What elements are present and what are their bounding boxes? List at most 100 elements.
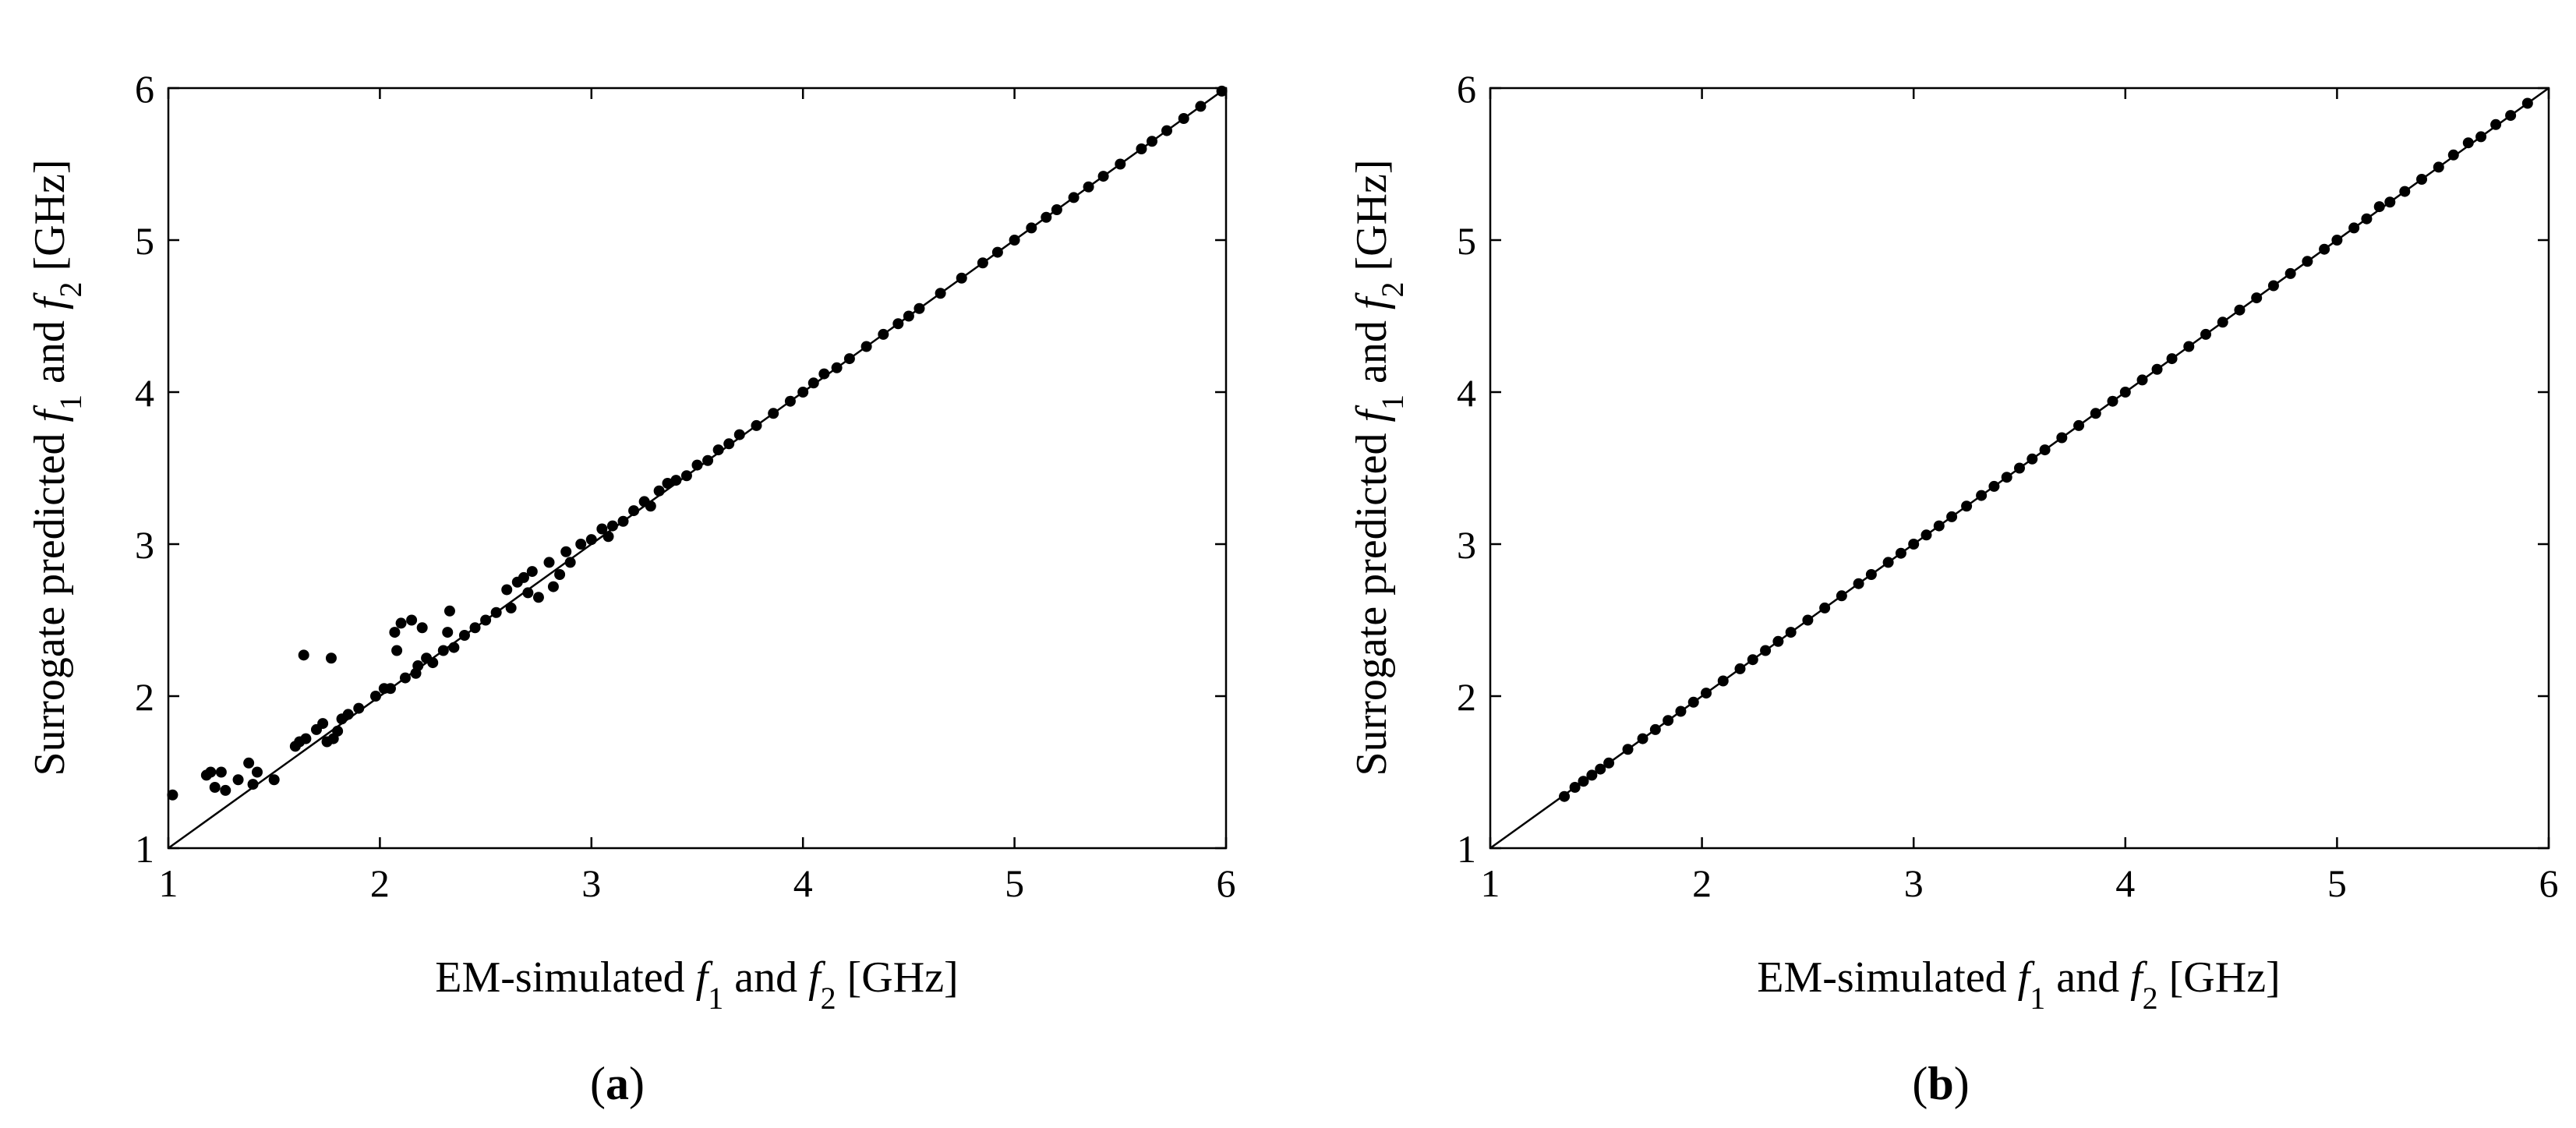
data-point (547, 581, 559, 592)
plot-area-frame (1489, 87, 2550, 850)
data-point (784, 395, 796, 407)
data-point (458, 630, 470, 641)
data-point (215, 766, 227, 778)
data-point (977, 257, 988, 269)
data-point (442, 627, 454, 638)
y-tick-label: 3 (1457, 523, 1476, 567)
x-axis-title-sub1: 1 (708, 981, 723, 1016)
data-point (1687, 696, 1699, 708)
data-point (818, 368, 830, 380)
data-point (831, 362, 843, 373)
data-point (243, 757, 255, 769)
x-tick-label: 5 (1005, 861, 1024, 905)
data-point (1569, 782, 1581, 793)
x-tick-label: 1 (159, 861, 178, 905)
data-point (2200, 328, 2212, 340)
data-point (1586, 769, 1598, 781)
data-point (2399, 186, 2411, 197)
data-point (518, 571, 529, 583)
chart-panel-a: 1 2 3 4 5 6 1 2 3 4 5 6 EM-simulated f1 and f2 [GH… (26, 67, 1236, 1109)
data-point (1026, 222, 1037, 234)
data-point (768, 408, 779, 419)
data-point (628, 505, 640, 517)
data-point (501, 584, 513, 596)
y-axis-title-sub1: 1 (53, 394, 88, 410)
data-point (733, 429, 745, 440)
data-point (2447, 149, 2459, 161)
x-axis-title-sub2: 2 (821, 981, 836, 1016)
y-axis-title: Surrogate predicted f1 and f2 [GHz] (1348, 159, 1410, 776)
data-point (1595, 763, 1606, 775)
data-point (406, 614, 418, 626)
data-point (860, 341, 872, 352)
data-point (2014, 462, 2025, 474)
data-point (2056, 432, 2068, 444)
data-point (913, 302, 925, 314)
data-point (2319, 243, 2330, 255)
data-point (878, 328, 889, 340)
x-tick-label: 6 (2539, 861, 2559, 905)
data-point (956, 272, 967, 284)
data-point (317, 718, 329, 730)
data-point (2107, 395, 2118, 407)
data-point (443, 605, 455, 617)
y-tick-label: 2 (1457, 675, 1476, 719)
y-axis-title-sub1: 1 (1375, 394, 1410, 410)
x-tick-label: 3 (581, 861, 601, 905)
data-point (1921, 529, 1932, 541)
data-point (1051, 204, 1062, 215)
data-point (1195, 101, 1207, 112)
data-point (1802, 614, 1814, 626)
data-point (391, 645, 403, 656)
data-point (469, 622, 481, 634)
data-point (1760, 645, 1772, 656)
data-point (751, 419, 762, 431)
data-point (1637, 733, 1648, 744)
data-point (1785, 627, 1797, 638)
x-axis-title-unit: [GHz] (836, 953, 959, 1002)
y-tick-label: 6 (1457, 67, 1476, 111)
x-axis-title: EM-simulated f1 and f2 [GHz] (1757, 953, 2280, 1016)
data-point (353, 702, 365, 714)
data-point (670, 475, 682, 486)
data-point (395, 617, 407, 629)
data-point (2416, 174, 2428, 185)
data-point (680, 470, 692, 482)
data-point (1675, 705, 1687, 717)
data-point (2505, 110, 2517, 122)
data-point (1559, 790, 1571, 802)
data-point (991, 246, 1003, 258)
x-tick-label: 2 (1692, 861, 1712, 905)
x-ticks: 1 2 3 4 5 6 (159, 88, 1236, 905)
y-axis-title: Surrogate predicted f1 and f2 [GHz] (26, 159, 88, 776)
y-axis-title-sub2: 2 (53, 282, 88, 298)
data-point (232, 774, 244, 786)
y-tick-label: 1 (1457, 827, 1476, 871)
data-point (1961, 500, 1973, 512)
data-point (1717, 675, 1729, 687)
data-point (645, 500, 656, 512)
data-point (427, 657, 439, 669)
data-point (2136, 374, 2148, 386)
data-point (1819, 602, 1831, 614)
data-point (1895, 547, 1906, 559)
y-axis-title-sub2: 2 (1375, 282, 1410, 298)
data-point (1603, 757, 1615, 769)
data-point (2331, 235, 2343, 246)
data-point (389, 627, 401, 638)
y-axis-title-prefix: Surrogate predicted (1348, 422, 1396, 776)
y-ticks: 1 2 3 4 5 6 (1457, 67, 2549, 871)
data-point (543, 557, 555, 568)
data-point (1933, 520, 1945, 532)
x-axis-title-sub1: 1 (2030, 981, 2045, 1016)
data-point (1865, 569, 1877, 580)
data-point (2384, 196, 2396, 208)
data-point (1068, 192, 1080, 203)
y-tick-label: 6 (135, 67, 154, 111)
y-axis-title-mid: and (1348, 309, 1396, 394)
data-point (903, 310, 914, 322)
points-layer (1559, 97, 2533, 802)
x-tick-label: 2 (370, 861, 390, 905)
plot-area-frame (167, 87, 1228, 850)
